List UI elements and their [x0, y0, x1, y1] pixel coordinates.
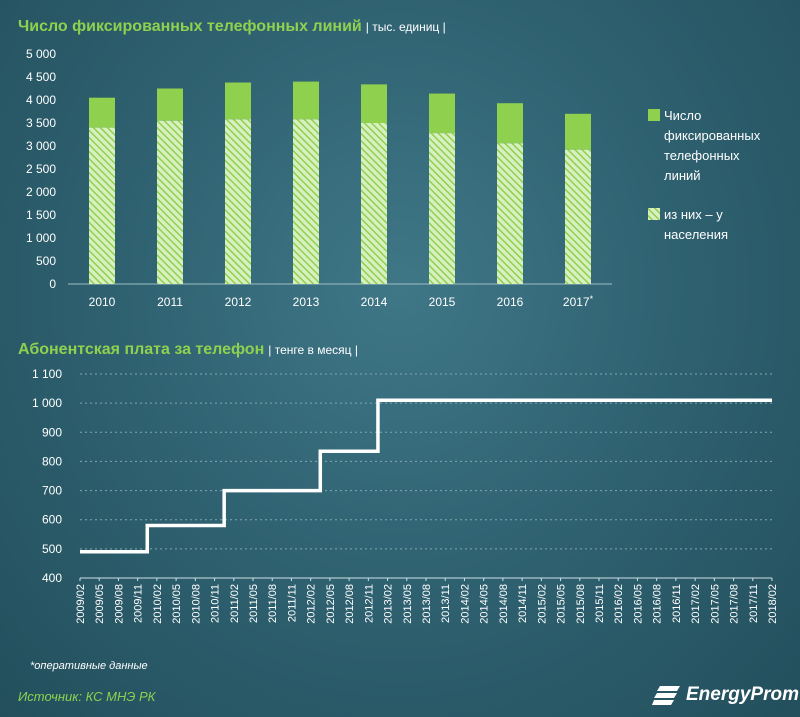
chart1-title: Число фиксированных телефонных линий | ты… — [18, 18, 446, 36]
series-line-subscription-fee — [80, 398, 772, 554]
x-tick-label: 2018/02 — [767, 584, 779, 624]
chart1-title-text: Число фиксированных телефонных линий — [18, 18, 362, 35]
x-tick-label: 2017* — [563, 294, 594, 309]
x-tick-label: 2013/05 — [402, 584, 414, 624]
bar-chart: 5 000 4 500 4 000 3 500 3 000 2 500 2 000 1 500… — [26, 47, 761, 309]
y-tick-label: 800 — [42, 454, 62, 468]
line-chart: 1 100 1 000 900 800 700 600 500 400 2009/02 2009/… — [32, 367, 779, 624]
legend-label-population: из них – у населения — [664, 207, 728, 242]
bar-population — [497, 143, 523, 284]
y-tick-label: 4 500 — [26, 70, 56, 84]
x-tick-label: 2010 — [89, 295, 116, 309]
footnote: *оперативные данные — [30, 660, 148, 672]
x-tick-label: 2014/08 — [498, 584, 510, 624]
bar-total — [429, 93, 455, 134]
y-tick-label: 4 000 — [26, 93, 56, 107]
x-tick-label: 2010/02 — [152, 584, 164, 624]
x-tick-label: 2017/05 — [709, 584, 721, 624]
x-tick-label: 2012/11 — [363, 584, 375, 623]
x-tick-label: 2017/11 — [748, 584, 760, 623]
x-tick-label: 2016/08 — [652, 584, 664, 624]
x-tick-label: 2014/05 — [479, 584, 491, 624]
y-tick-label: 1 100 — [32, 367, 62, 381]
x-tick-label: 2010/08 — [190, 584, 202, 624]
y-tick-label: 2 000 — [26, 185, 56, 199]
source: Источник: КС МНЭ РК — [18, 689, 156, 704]
bar-total — [157, 88, 183, 121]
y-tick-label: 2 500 — [26, 162, 56, 176]
bar-total — [497, 103, 523, 144]
y-tick-label: 3 500 — [26, 116, 56, 130]
x-tick-label: 2015/05 — [556, 584, 568, 624]
x-tick-label: 2013/11 — [440, 584, 452, 623]
brand-name: EnergyProm — [686, 684, 799, 705]
x-tick-label: 2015/11 — [594, 584, 606, 623]
x-tick-label: 2009/08 — [113, 584, 125, 624]
y-tick-label: 5 000 — [26, 47, 56, 61]
x-tick-label: 2012/02 — [306, 584, 318, 624]
bar-total — [361, 84, 387, 123]
x-tick-label: 2011/02 — [229, 584, 241, 623]
y-tick-label: 1 500 — [26, 208, 56, 222]
x-tick-label: 2016 — [497, 295, 524, 309]
bar-total — [225, 82, 251, 120]
bar-population — [293, 119, 319, 284]
brand-logo: EnergyProm — [652, 683, 799, 707]
x-tick-label: 2017/08 — [729, 584, 741, 624]
bar-population — [565, 149, 591, 284]
x-tick-label: 2014/02 — [459, 584, 471, 624]
x-tick-label: 2012 — [225, 295, 252, 309]
bar-total — [293, 81, 319, 120]
x-tick-label: 2016/02 — [613, 584, 625, 624]
x-tick-label: 2010/05 — [171, 584, 183, 624]
x-tick-label: 2011/08 — [267, 584, 279, 623]
bar-total — [89, 97, 115, 128]
x-tick-label: 2012/05 — [325, 584, 337, 624]
x-tick-label: 2009/05 — [94, 584, 106, 624]
y-tick-label: 700 — [42, 484, 62, 498]
x-tick-label: 2013/02 — [383, 584, 395, 624]
x-tick-label: 2011/05 — [248, 584, 260, 623]
chart2-title-text: Абонентская плата за телефон — [18, 341, 265, 358]
x-tick-label: 2011/11 — [286, 584, 298, 622]
x-tick-label: 2015/08 — [575, 584, 587, 624]
x-tick-label: 2011 — [157, 295, 183, 309]
legend-swatch-total — [648, 109, 660, 121]
bar-total — [565, 113, 591, 150]
bar-population — [361, 123, 387, 284]
x-tick-label: 2014/11 — [517, 584, 529, 623]
x-tick-label: 2010/11 — [210, 584, 222, 623]
legend-label-total: Число фиксированных телефонных линий — [664, 108, 761, 183]
y-tick-label: 1 000 — [32, 396, 62, 410]
x-tick-label: 2013/08 — [421, 584, 433, 624]
chart1-unit: | тыс. единиц | — [365, 20, 446, 34]
x-tick-label: 2013 — [293, 295, 320, 309]
legend-swatch-population — [648, 208, 660, 220]
chart2-unit: | тенге в месяц | — [268, 343, 358, 357]
x-tick-label: 2012/08 — [344, 584, 356, 624]
y-tick-label: 1 000 — [26, 231, 56, 245]
chart2-title: Абонентская плата за телефон | тенге в ме… — [18, 341, 358, 359]
bar-population — [225, 119, 251, 284]
x-tick-label: 2015 — [429, 295, 456, 309]
y-tick-label: 0 — [49, 277, 56, 291]
x-tick-label: 2016/11 — [671, 584, 683, 623]
x-tick-label: 2009/11 — [133, 584, 145, 623]
bar-population — [89, 127, 115, 284]
y-tick-label: 900 — [42, 425, 62, 439]
x-tick-label: 2009/02 — [75, 584, 87, 624]
x-tick-label: 2017/02 — [690, 584, 702, 624]
y-tick-label: 400 — [42, 571, 62, 585]
y-tick-label: 500 — [36, 254, 56, 268]
energyprom-logo-icon — [652, 686, 680, 705]
y-tick-label: 3 000 — [26, 139, 56, 153]
y-tick-label: 600 — [42, 513, 62, 527]
y-tick-label: 500 — [42, 542, 62, 556]
x-tick-label: 2015/02 — [536, 584, 548, 624]
bar-population — [157, 120, 183, 284]
x-tick-label: 2014 — [361, 295, 388, 309]
bar-population — [429, 133, 455, 284]
x-tick-label: 2016/05 — [632, 584, 644, 624]
